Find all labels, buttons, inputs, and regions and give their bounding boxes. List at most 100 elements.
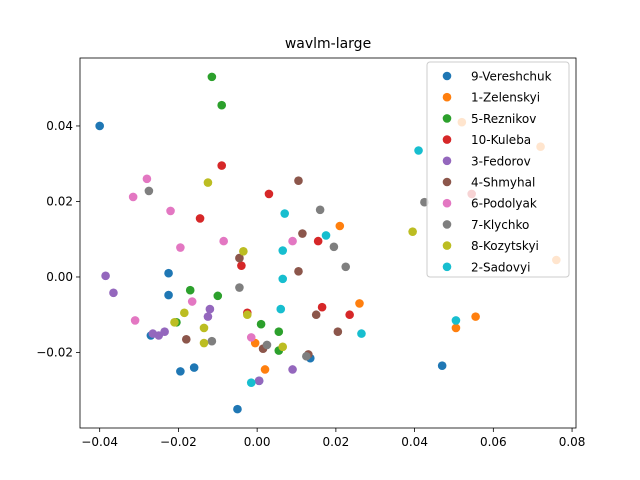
point-7-klychko-5 xyxy=(235,283,244,292)
x-tick-label: 0.02 xyxy=(323,435,350,449)
point-8-kozytskyi-5 xyxy=(199,323,209,333)
legend-label: 5-Reznikov xyxy=(471,112,536,126)
x-axis: −0.04 −0.02 0.00 0.02 0.04 0.06 0.08 xyxy=(81,428,585,449)
legend-marker xyxy=(442,71,452,81)
point-1-zelenskyi-6 xyxy=(335,221,345,231)
y-tick-label: −0.02 xyxy=(36,345,73,359)
point-6-podolyak-1 xyxy=(128,192,138,202)
point-6-podolyak-8 xyxy=(246,333,256,342)
point-2-sadovyi-5 xyxy=(276,304,286,314)
legend-marker xyxy=(442,92,452,102)
point-8-kozytskyi-8 xyxy=(278,342,288,352)
legend-label: 7-Klychko xyxy=(471,218,529,232)
point-4-shmyhal-1 xyxy=(298,229,307,238)
point-8-kozytskyi-6 xyxy=(243,310,252,320)
point-2-sadovyi-6 xyxy=(357,329,366,338)
point-6-podolyak-5 xyxy=(288,236,297,246)
point-3-fedorov-1 xyxy=(109,288,118,298)
point-6-podolyak-7 xyxy=(130,316,140,325)
y-tick-label: 0.00 xyxy=(46,270,73,284)
point-9-vereshchuk-4 xyxy=(189,363,199,372)
point-4-shmyhal-2 xyxy=(235,253,244,263)
legend-marker xyxy=(442,177,452,187)
point-9-vereshchuk-6 xyxy=(233,404,242,414)
point-7-klychko-7 xyxy=(262,340,272,350)
point-4-shmyhal-4 xyxy=(311,310,321,320)
x-tick-label: 0.06 xyxy=(480,435,507,449)
y-tick-label: 0.04 xyxy=(46,119,73,133)
point-7-klychko-8 xyxy=(302,351,311,361)
point-2-sadovyi-0 xyxy=(414,146,423,155)
point-5-reznikov-1 xyxy=(217,100,227,110)
legend-label: 8-Kozytskyi xyxy=(471,239,539,253)
x-tick-label: 0.04 xyxy=(401,435,428,449)
point-5-reznikov-5 xyxy=(274,327,284,337)
legend-label: 9-Vereshchuk xyxy=(471,70,552,84)
point-3-fedorov-8 xyxy=(254,376,264,386)
point-5-reznikov-4 xyxy=(256,319,266,329)
point-4-shmyhal-6 xyxy=(181,334,191,344)
point-10-kuleba-3 xyxy=(237,261,246,270)
x-tick-label: −0.04 xyxy=(81,435,118,449)
point-1-zelenskyi-4 xyxy=(451,323,461,333)
legend-label: 1-Zelenskyi xyxy=(471,91,540,105)
point-7-klychko-2 xyxy=(329,242,339,252)
y-tick-label: 0.02 xyxy=(46,194,73,208)
point-6-podolyak-4 xyxy=(219,236,228,246)
point-6-podolyak-2 xyxy=(166,206,175,216)
point-7-klychko-3 xyxy=(341,262,351,272)
point-10-kuleba-1 xyxy=(264,189,274,199)
legend-marker xyxy=(442,241,452,250)
point-2-sadovyi-7 xyxy=(451,316,461,325)
point-4-shmyhal-5 xyxy=(333,327,343,337)
point-2-sadovyi-1 xyxy=(280,209,290,218)
point-1-zelenskyi-3 xyxy=(471,312,480,321)
point-3-fedorov-6 xyxy=(154,331,164,340)
point-3-fedorov-0 xyxy=(101,271,110,281)
point-1-zelenskyi-5 xyxy=(355,299,364,308)
point-8-kozytskyi-2 xyxy=(408,227,417,236)
point-9-vereshchuk-0 xyxy=(95,121,104,131)
point-5-reznikov-0 xyxy=(207,72,217,82)
legend-marker xyxy=(442,220,452,229)
point-2-sadovyi-3 xyxy=(321,231,331,240)
x-tick-label: 0.00 xyxy=(244,435,271,449)
legend-label: 3-Fedorov xyxy=(471,154,531,168)
legend-marker xyxy=(442,114,452,123)
point-2-sadovyi-2 xyxy=(278,246,288,255)
point-8-kozytskyi-7 xyxy=(199,338,209,348)
point-7-klychko-0 xyxy=(144,186,154,196)
point-4-shmyhal-3 xyxy=(294,267,303,276)
point-9-vereshchuk-8 xyxy=(437,361,447,371)
point-2-sadovyi-4 xyxy=(278,274,288,284)
legend-marker xyxy=(442,135,452,144)
x-tick-label: 0.08 xyxy=(559,435,586,449)
point-8-kozytskyi-3 xyxy=(180,308,189,318)
point-5-reznikov-3 xyxy=(213,291,223,301)
chart-title: wavlm-large xyxy=(285,36,371,52)
legend-label: 10-Kuleba xyxy=(471,133,531,147)
plot-frame xyxy=(79,57,577,429)
point-9-vereshchuk-5 xyxy=(176,367,185,376)
point-3-fedorov-2 xyxy=(205,304,215,314)
point-10-kuleba-4 xyxy=(313,236,323,246)
point-8-kozytskyi-0 xyxy=(203,178,213,187)
point-3-fedorov-7 xyxy=(288,365,297,374)
point-2-sadovyi-8 xyxy=(246,378,256,387)
legend-marker xyxy=(442,198,452,208)
point-6-podolyak-3 xyxy=(176,243,185,252)
y-axis: −0.02 0.00 0.02 0.04 xyxy=(36,119,80,359)
legend-marker xyxy=(442,262,452,272)
point-10-kuleba-6 xyxy=(317,302,327,312)
point-7-klychko-6 xyxy=(207,336,217,346)
point-10-kuleba-7 xyxy=(345,310,354,320)
point-9-vereshchuk-1 xyxy=(164,268,173,278)
legend: 9-Vereshchuk 1-Zelenskyi 5-Reznikov 10-Kule… xyxy=(426,61,570,278)
point-7-klychko-1 xyxy=(315,205,325,215)
point-9-vereshchuk-2 xyxy=(164,290,173,300)
legend-label: 4-Shmyhal xyxy=(471,176,535,190)
point-10-kuleba-0 xyxy=(217,161,227,170)
point-3-fedorov-3 xyxy=(203,312,213,321)
point-6-podolyak-6 xyxy=(187,297,197,306)
